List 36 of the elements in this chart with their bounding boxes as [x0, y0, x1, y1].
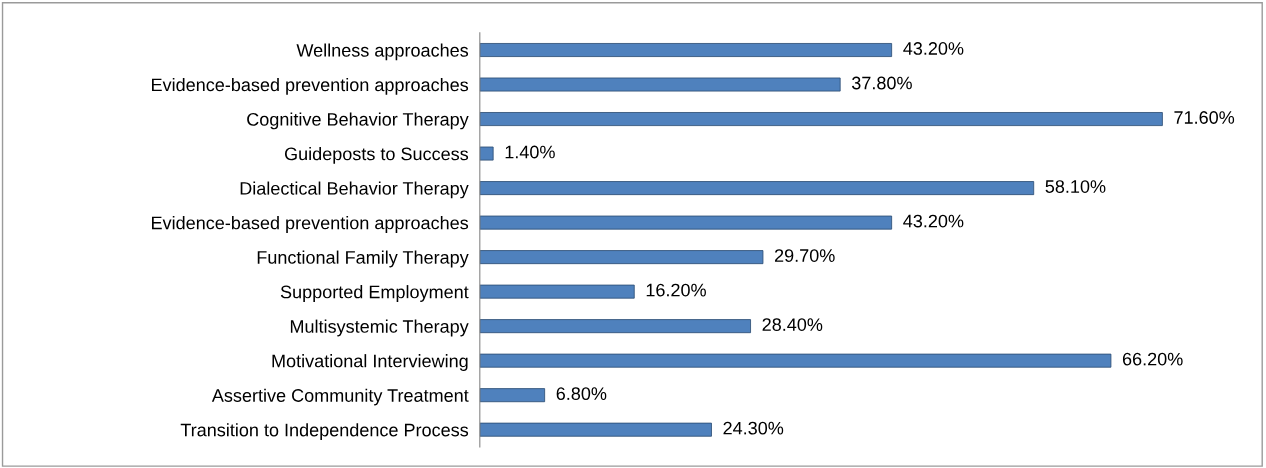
data-label: 16.20% — [646, 283, 706, 297]
y-tick-label: Functional Family Therapy — [257, 250, 469, 268]
bar — [479, 215, 893, 230]
data-label: 71.60% — [1174, 111, 1235, 124]
bar — [479, 181, 1035, 196]
y-tick-label: Evidence-based prevention approaches — [152, 216, 469, 233]
bar — [479, 319, 751, 334]
y-tick-label: Motivational Interviewing — [272, 354, 468, 371]
y-tick-label: Cognitive Behavior Therapy — [247, 112, 469, 130]
data-label: 66.20% — [1122, 352, 1183, 366]
bar — [479, 43, 893, 57]
data-label: 24.30% — [723, 421, 784, 435]
data-label: 58.10% — [1045, 180, 1106, 193]
bar — [479, 146, 494, 161]
y-tick-label: Wellness approaches — [296, 43, 469, 61]
bar — [479, 77, 841, 92]
data-label: 43.20% — [903, 214, 964, 228]
bar — [479, 353, 1112, 368]
bar — [479, 422, 712, 437]
y-tick-label: Supported Employment — [280, 285, 469, 302]
bar — [479, 388, 546, 403]
y-tick-label: Evidence-based prevention approaches — [152, 77, 469, 95]
y-tick-label: Multisystemic Therapy — [290, 319, 469, 337]
data-label: 29.70% — [774, 249, 835, 262]
bar — [479, 284, 635, 299]
y-tick-label: Guideposts to Success — [284, 147, 469, 164]
data-label: 43.20% — [903, 42, 964, 55]
bar — [479, 250, 764, 265]
bar — [479, 112, 1163, 127]
data-label: 37.80% — [851, 76, 912, 90]
data-label: 28.40% — [762, 318, 823, 331]
y-tick-label: Transition to Independence Process — [180, 423, 469, 440]
y-tick-label: Dialectical Behavior Therapy — [240, 181, 469, 199]
data-label: 1.40% — [505, 145, 555, 159]
data-label: 6.80% — [556, 387, 607, 401]
y-tick-label: Assertive Community Treatment — [211, 388, 469, 406]
